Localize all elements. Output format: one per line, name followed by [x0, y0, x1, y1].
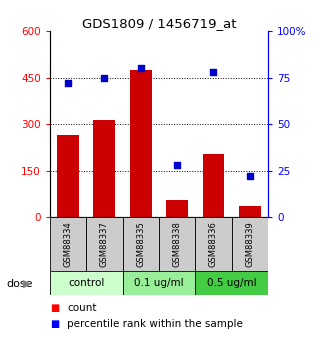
Text: ■: ■ [50, 303, 59, 313]
Text: GSM88337: GSM88337 [100, 221, 109, 267]
Point [65, 80, 71, 86]
Text: GSM88338: GSM88338 [173, 221, 182, 267]
Text: GSM88336: GSM88336 [209, 221, 218, 267]
Title: GDS1809 / 1456719_at: GDS1809 / 1456719_at [82, 17, 236, 30]
Text: ■: ■ [50, 319, 59, 328]
Text: ▶: ▶ [23, 279, 31, 288]
Bar [130, 70, 152, 217]
Bar [195, 271, 268, 295]
Bar [166, 200, 188, 217]
Text: percentile rank within the sample: percentile rank within the sample [67, 319, 243, 328]
Bar [123, 271, 195, 295]
Bar [195, 217, 232, 271]
Text: 0.1 ug/ml: 0.1 ug/ml [134, 278, 184, 288]
Point [247, 174, 252, 179]
Text: GSM88339: GSM88339 [245, 221, 254, 267]
Point [102, 75, 107, 80]
Text: count: count [67, 303, 97, 313]
Text: dose: dose [6, 279, 33, 288]
Text: 0.5 ug/ml: 0.5 ug/ml [207, 278, 256, 288]
Text: GSM88335: GSM88335 [136, 221, 145, 267]
Bar [232, 217, 268, 271]
Bar [123, 217, 159, 271]
Bar [50, 217, 86, 271]
Bar [93, 119, 115, 217]
Bar [50, 271, 123, 295]
Bar [203, 154, 224, 217]
Text: control: control [68, 278, 104, 288]
Bar [239, 206, 261, 217]
Bar [57, 135, 79, 217]
Text: GSM88334: GSM88334 [64, 221, 73, 267]
Point [175, 162, 180, 168]
Point [138, 66, 143, 71]
Point [211, 69, 216, 75]
Bar [159, 217, 195, 271]
Bar [86, 217, 123, 271]
